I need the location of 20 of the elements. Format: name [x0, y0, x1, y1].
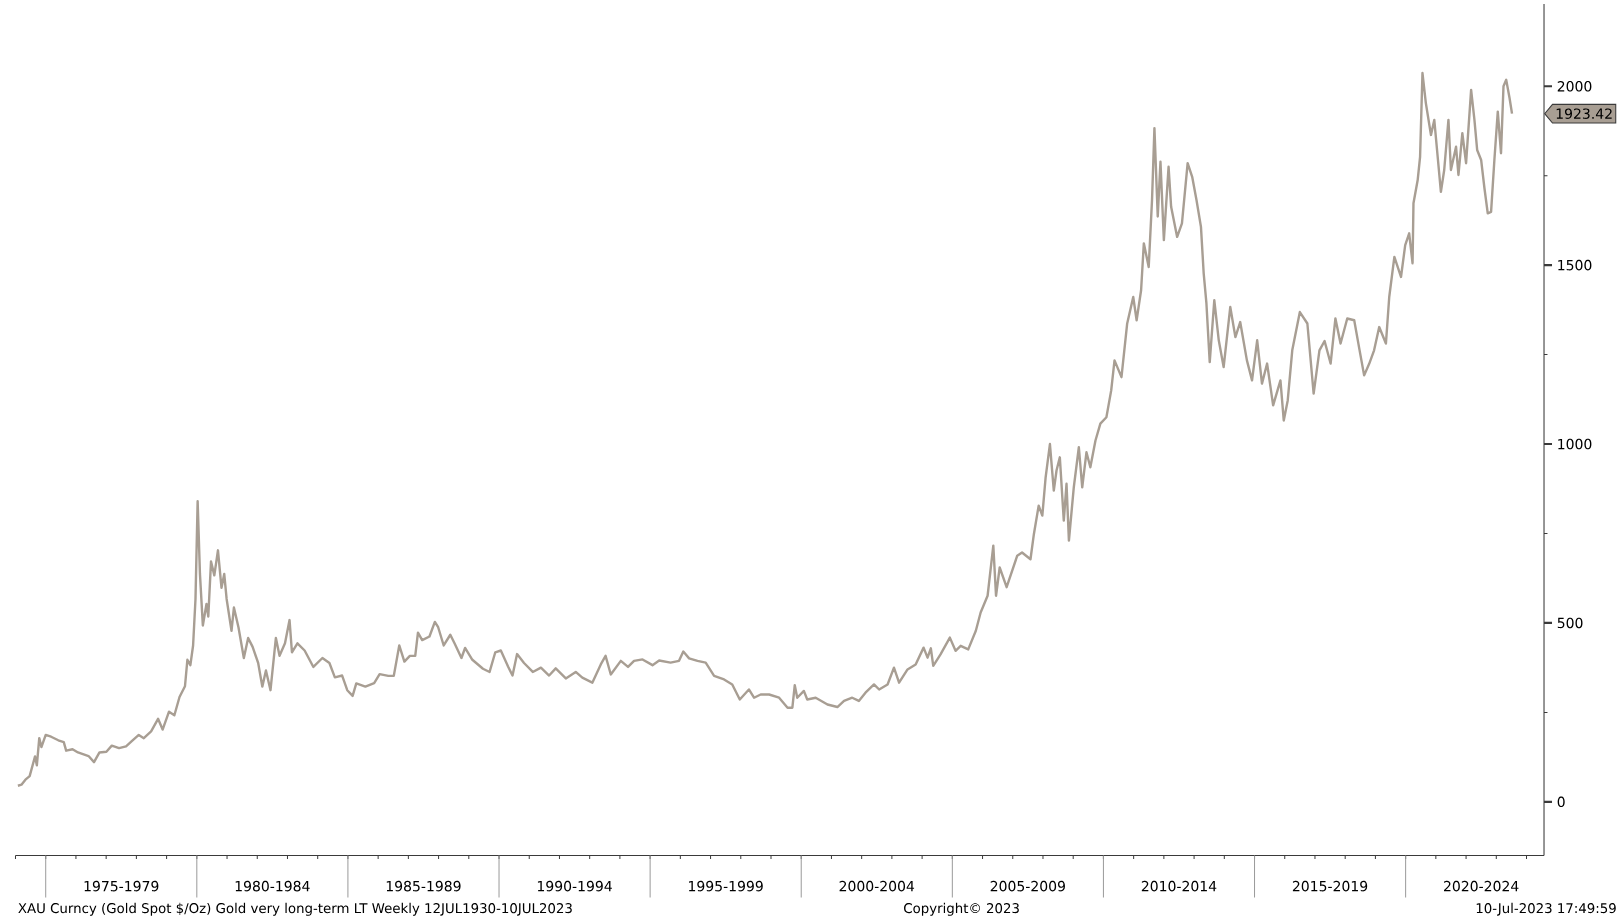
y-tick-label: 500	[1557, 617, 1583, 629]
y-tick-label: 1500	[1558, 259, 1592, 271]
x-tick-label: 2010-2014	[1141, 880, 1217, 892]
line-series	[16, 71, 1514, 787]
text: 10-Jul-2023 17:49:59	[1476, 902, 1616, 916]
y-tick-label: 2000	[1557, 80, 1592, 92]
x-tick-label: 1975-1979	[84, 880, 159, 892]
x-tick-label: 1980-1984	[235, 880, 310, 892]
x-tick-label: 2000-2004	[839, 880, 915, 892]
y-tick-label: 1000	[1558, 438, 1592, 450]
x-tick-label: 2020-2024	[1444, 880, 1519, 892]
text: Copyright© 2023	[904, 902, 1019, 916]
x-tick-label: 2015-2019	[1292, 880, 1368, 892]
text: 1923.42	[1556, 108, 1612, 119]
x-tick-label: 1985-1989	[386, 880, 461, 892]
text: XAU Curncy (Gold Spot $/Oz) Gold very long-term LT Weekly 12JUL1930-10JUL2023	[18, 902, 572, 916]
y-tick-label: 0	[1557, 796, 1565, 808]
x-tick-label: 2005-2009	[990, 880, 1065, 892]
x-tick-label: 1990-1994	[537, 880, 612, 892]
x-tick-label: 1995-1999	[689, 880, 763, 892]
